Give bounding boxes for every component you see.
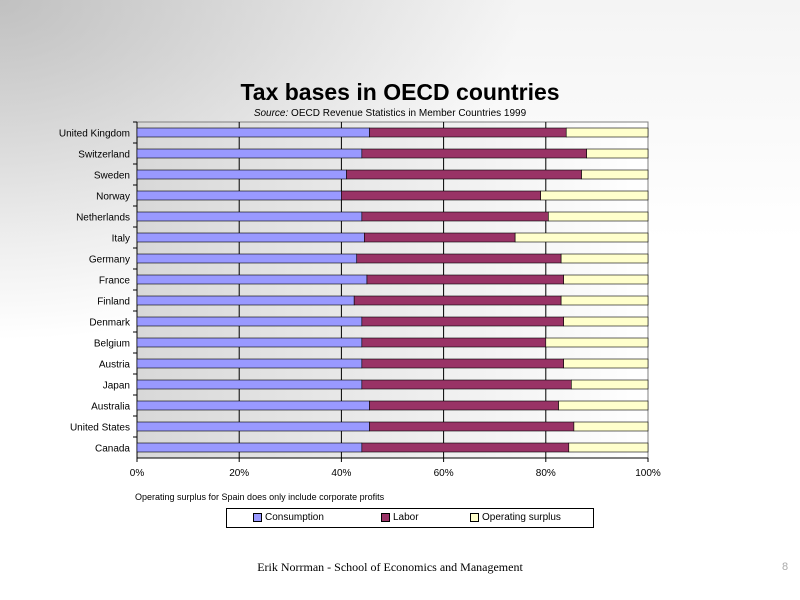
- bar-operating-surplus: [563, 358, 649, 369]
- legend-swatch-operating-surplus: [470, 513, 479, 522]
- bar-labor: [369, 421, 575, 432]
- y-tick-label: Italy: [112, 234, 130, 245]
- bar-labor: [346, 169, 582, 180]
- subtitle-text: OECD Revenue Statistics in Member Countr…: [288, 108, 527, 119]
- y-tick-label: Netherlands: [76, 213, 130, 224]
- y-tick-label: Germany: [89, 255, 130, 266]
- subtitle-source-label: Source:: [253, 108, 289, 119]
- bar-operating-surplus: [540, 190, 649, 201]
- y-tick-label: Denmark: [89, 318, 131, 329]
- bar-operating-surplus: [548, 211, 649, 222]
- bar-labor: [361, 316, 564, 327]
- legend-label-operating-surplus: Operating surplus: [482, 512, 561, 523]
- y-tick-label: Belgium: [94, 339, 130, 350]
- x-tick-label: 0%: [130, 468, 145, 479]
- bar-labor: [361, 358, 564, 369]
- bar-consumption: [136, 169, 347, 180]
- bar-operating-surplus: [571, 379, 649, 390]
- bar-consumption: [136, 358, 363, 369]
- bar-consumption: [136, 127, 370, 138]
- bar-labor: [361, 148, 587, 159]
- bar-labor: [353, 295, 562, 306]
- bar-operating-surplus: [581, 169, 649, 180]
- x-tick-label: 20%: [229, 468, 249, 479]
- y-tick-label: Australia: [91, 402, 130, 413]
- bar-labor: [361, 211, 549, 222]
- bar-consumption: [136, 190, 342, 201]
- legend-item-operating-surplus: Operating surplus: [470, 512, 561, 523]
- bar-operating-surplus: [558, 400, 649, 411]
- y-tick-label: Sweden: [94, 171, 130, 182]
- legend-swatch-labor: [381, 513, 390, 522]
- bar-consumption: [136, 337, 363, 348]
- bar-operating-surplus: [560, 253, 649, 264]
- bar-labor: [361, 442, 570, 453]
- legend-label-consumption: Consumption: [265, 512, 324, 523]
- x-tick-label: 100%: [635, 468, 661, 479]
- bar-consumption: [136, 274, 368, 285]
- bar-operating-surplus: [565, 127, 649, 138]
- bar-consumption: [136, 232, 365, 243]
- bar-labor: [361, 337, 547, 348]
- x-tick-label: 60%: [434, 468, 454, 479]
- y-tick-label: Finland: [97, 297, 130, 308]
- y-tick-label: Canada: [95, 444, 130, 455]
- bar-operating-surplus: [586, 148, 649, 159]
- bar-consumption: [136, 421, 370, 432]
- bar-labor: [356, 253, 562, 264]
- bar-operating-surplus: [545, 337, 649, 348]
- y-tick-label: Norway: [96, 192, 130, 203]
- bar-operating-surplus: [514, 232, 649, 243]
- bar-operating-surplus: [560, 295, 649, 306]
- x-tick-label: 80%: [536, 468, 556, 479]
- bar-consumption: [136, 316, 363, 327]
- y-tick-label: Switzerland: [78, 150, 130, 161]
- bar-operating-surplus: [563, 274, 649, 285]
- y-tick-label: France: [99, 276, 131, 287]
- legend-item-consumption: Consumption: [253, 512, 324, 523]
- bar-consumption: [136, 400, 370, 411]
- legend-item-labor: Labor: [381, 512, 419, 523]
- x-tick-label: 40%: [331, 468, 351, 479]
- bar-consumption: [136, 295, 355, 306]
- bar-consumption: [136, 253, 358, 264]
- legend-label-labor: Labor: [393, 512, 419, 523]
- legend-swatch-consumption: [253, 513, 262, 522]
- bar-consumption: [136, 379, 363, 390]
- bar-labor: [341, 190, 541, 201]
- bar-consumption: [136, 211, 363, 222]
- y-tick-label: Austria: [99, 360, 131, 371]
- y-tick-label: United Kingdom: [59, 129, 130, 140]
- bar-labor: [361, 379, 572, 390]
- bar-labor: [369, 400, 559, 411]
- y-tick-label: Japan: [103, 381, 130, 392]
- chart-title: Tax bases in OECD countries: [240, 79, 560, 105]
- slide-footer: Erik Norrman - School of Economics and M…: [257, 560, 523, 574]
- bar-labor: [366, 274, 564, 285]
- bar-labor: [364, 232, 516, 243]
- chart-note: Operating surplus for Spain does only in…: [135, 492, 385, 502]
- bar-operating-surplus: [568, 442, 649, 453]
- bar-operating-surplus: [573, 421, 649, 432]
- bar-labor: [369, 127, 567, 138]
- chart-legend: Consumption Labor Operating surplus: [226, 508, 594, 528]
- y-tick-label: United States: [70, 423, 130, 434]
- bar-consumption: [136, 148, 363, 159]
- bar-operating-surplus: [563, 316, 649, 327]
- chart-subtitle: Source: OECD Revenue Statistics in Membe…: [0, 108, 780, 119]
- bar-consumption: [136, 442, 363, 453]
- page-number: 8: [782, 561, 789, 573]
